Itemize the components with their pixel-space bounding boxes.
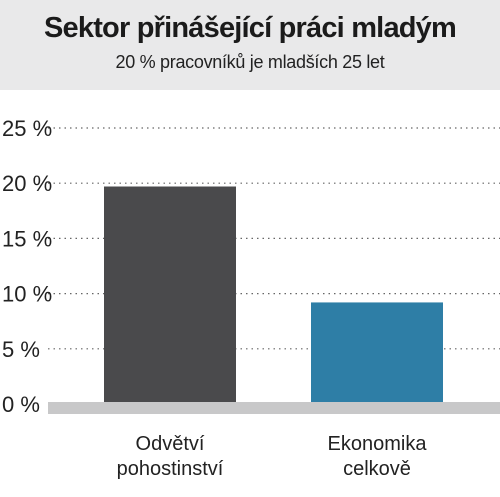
y-tick-label-0: 0 % — [2, 392, 40, 417]
y-tick-label-5: 5 % — [2, 337, 40, 362]
category-label-0-line-0: Odvětví — [136, 433, 205, 455]
chart-title: Sektor přinášející práci mladým — [44, 12, 457, 44]
y-tick-label-10: 10 % — [2, 282, 52, 307]
x-axis-baseline — [48, 402, 500, 414]
bar-1 — [311, 302, 443, 404]
bar-0 — [104, 186, 236, 404]
y-tick-label-25: 25 % — [2, 116, 52, 141]
category-label-1-line-1: celkově — [343, 458, 411, 480]
y-tick-label-15: 15 % — [2, 226, 52, 251]
category-label-0-line-1: pohostinství — [117, 458, 224, 480]
category-label-1-line-0: Ekonomika — [328, 433, 428, 455]
y-tick-label-20: 20 % — [2, 171, 52, 196]
chart-header: Sektor přinášející práci mladým 20 % pra… — [0, 0, 500, 90]
chart-subtitle: 20 % pracovníků je mladších 25 let — [115, 52, 385, 72]
